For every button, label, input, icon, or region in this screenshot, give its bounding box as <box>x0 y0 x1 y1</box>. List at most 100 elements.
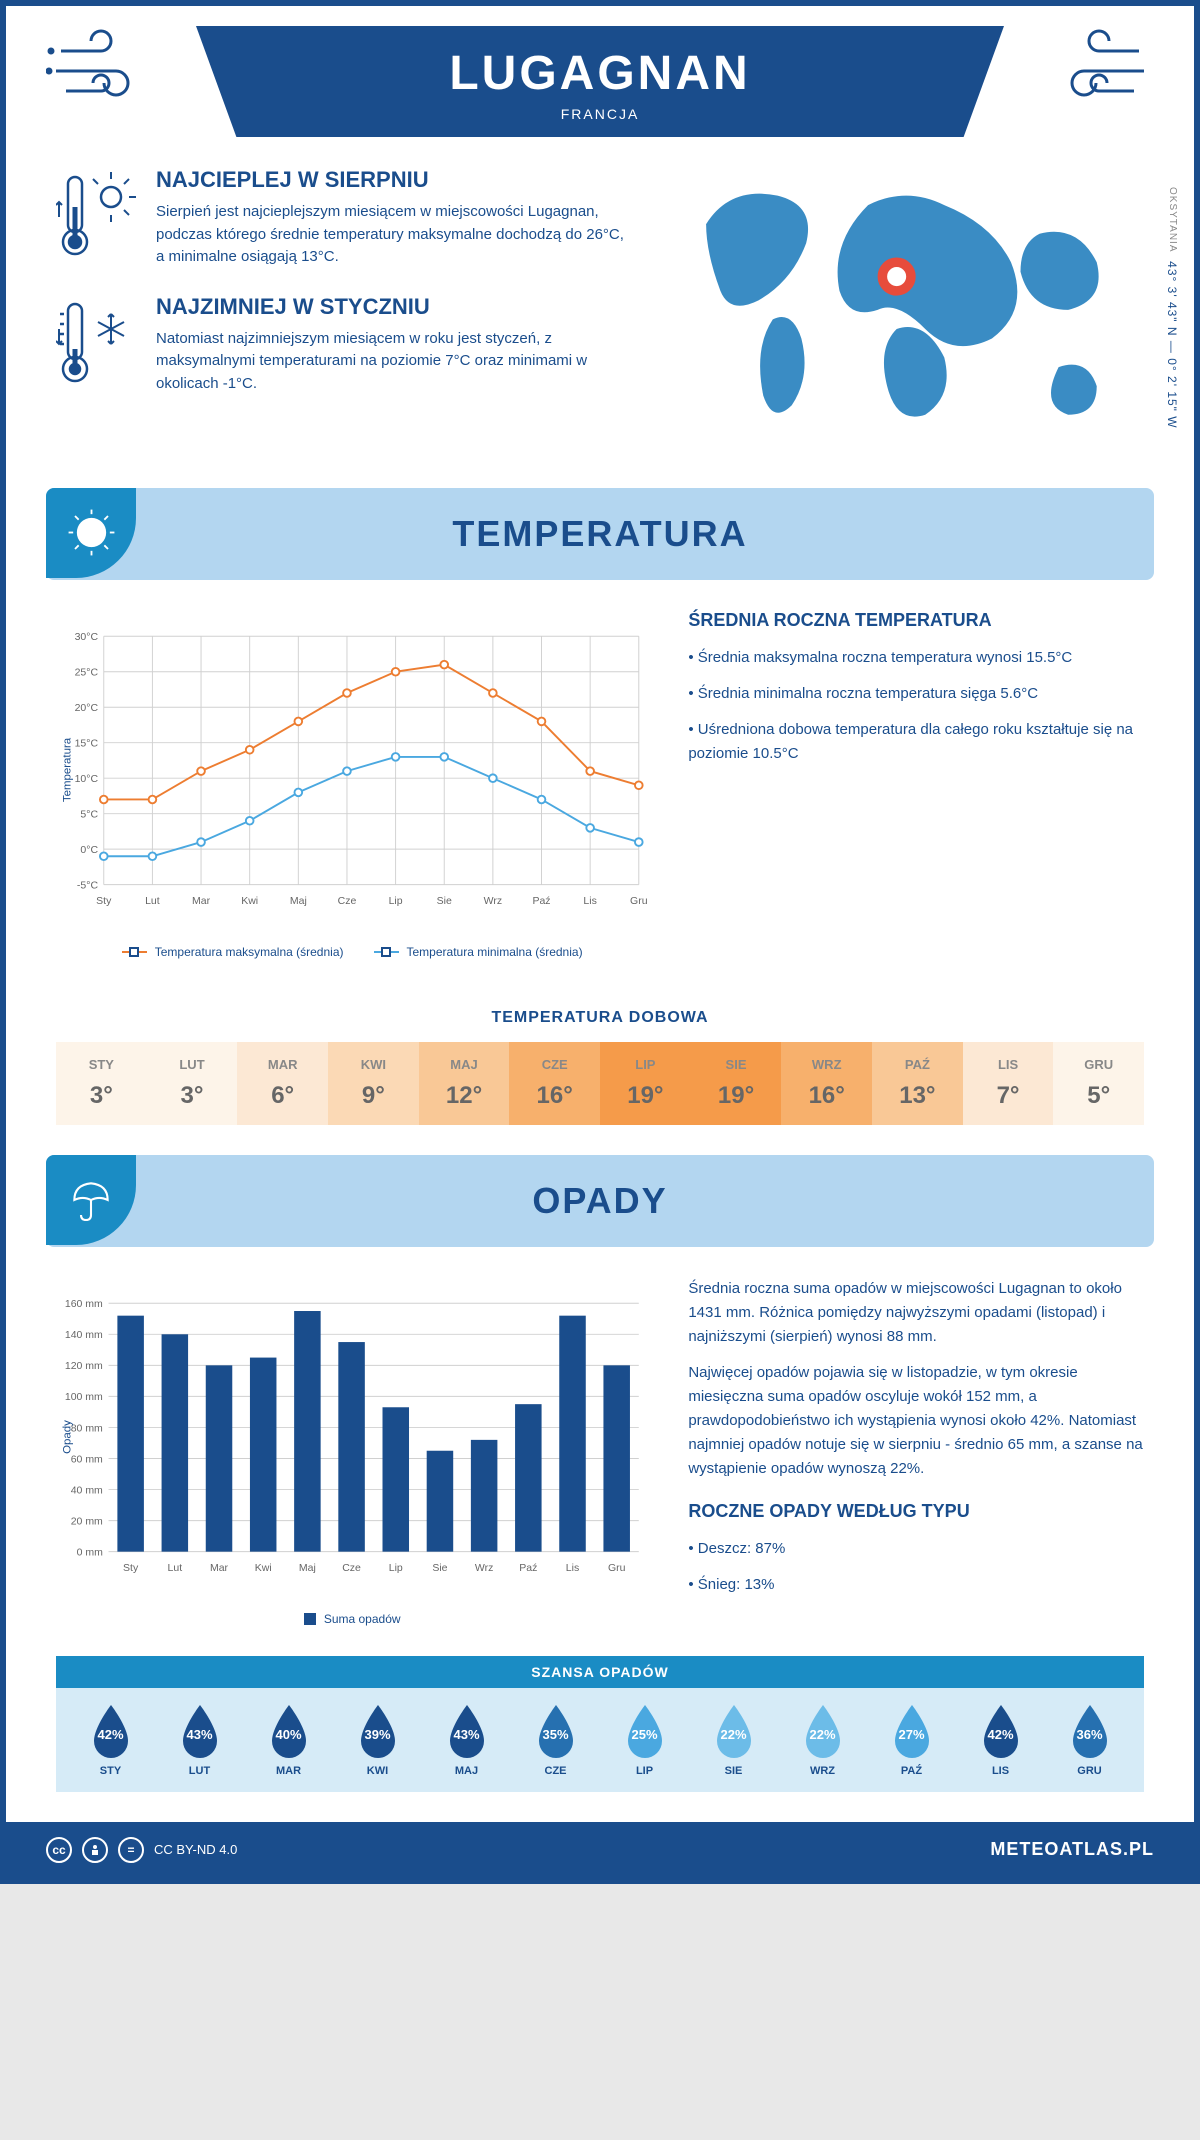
svg-text:Sie: Sie <box>432 1562 447 1574</box>
coordinates: OKSYTANIA 43° 3' 43" N — 0° 2' 15" W <box>1165 187 1179 429</box>
chance-drop: 42%LIS <box>956 1703 1045 1777</box>
temperature-title: TEMPERATURA <box>76 513 1124 555</box>
svg-text:Paź: Paź <box>519 1562 537 1574</box>
svg-text:Lut: Lut <box>145 895 160 907</box>
wind-icon-left <box>46 26 166 116</box>
daily-cell: CZE16° <box>509 1042 600 1125</box>
svg-text:Lip: Lip <box>389 895 403 907</box>
daily-cell: LIS7° <box>963 1042 1054 1125</box>
svg-text:30°C: 30°C <box>75 631 99 643</box>
svg-text:Lut: Lut <box>168 1562 183 1574</box>
chance-drop: 39%KWI <box>333 1703 422 1777</box>
chance-drop: 22%SIE <box>689 1703 778 1777</box>
svg-text:25°C: 25°C <box>75 666 99 678</box>
fact-warm-title: NAJCIEPLEJ W SIERPNIU <box>156 167 628 193</box>
daily-cell: GRU5° <box>1053 1042 1144 1125</box>
svg-text:Kwi: Kwi <box>255 1562 272 1574</box>
svg-text:Mar: Mar <box>210 1562 229 1574</box>
svg-text:Gru: Gru <box>608 1562 626 1574</box>
wind-icon-right <box>1034 26 1154 116</box>
daily-cell: PAŹ13° <box>872 1042 963 1125</box>
fact-cold-text: Natomiast najzimniejszym miesiącem w rok… <box>156 328 628 396</box>
temperature-line-chart: -5°C0°C5°C10°C15°C20°C25°C30°CStyLutMarK… <box>56 610 648 930</box>
daily-temp-title: TEMPERATURA DOBOWA <box>6 1009 1194 1027</box>
svg-text:Temperatura: Temperatura <box>61 737 73 802</box>
precipitation-body: 0 mm 20 mm 40 mm 60 mm 80 mm 100 mm 120 mm 140 … <box>6 1247 1194 1646</box>
svg-text:80 mm: 80 mm <box>71 1422 103 1434</box>
daily-cell: WRZ16° <box>781 1042 872 1125</box>
precipitation-chance-box: SZANSA OPADÓW 42%STY 43%LUT 40%MAR 39%KW… <box>56 1656 1144 1792</box>
svg-text:120 mm: 120 mm <box>65 1360 103 1372</box>
daily-temperature-grid: STY3° LUT3° MAR6° KWI9° MAJ12° CZE16° LI… <box>56 1042 1144 1125</box>
svg-text:140 mm: 140 mm <box>65 1329 103 1341</box>
chance-drop: 40%MAR <box>244 1703 333 1777</box>
svg-text:0 mm: 0 mm <box>77 1546 104 1558</box>
country-name: FRANCJA <box>226 106 974 122</box>
footer: cc = CC BY-ND 4.0 METEOATLAS.PL <box>6 1822 1194 1878</box>
precipitation-bar-chart: 0 mm 20 mm 40 mm 60 mm 80 mm 100 mm 120 mm 140 … <box>56 1277 648 1597</box>
daily-cell: MAJ12° <box>419 1042 510 1125</box>
fact-coldest: NAJZIMNIEJ W STYCZNIU Natomiast najzimni… <box>56 294 628 396</box>
precipitation-legend: Suma opadów <box>56 1612 648 1626</box>
svg-text:Cze: Cze <box>338 895 357 907</box>
svg-text:Sie: Sie <box>437 895 452 907</box>
temperature-section-header: TEMPERATURA <box>46 488 1154 580</box>
chance-drop: 35%CZE <box>511 1703 600 1777</box>
daily-cell: KWI9° <box>328 1042 419 1125</box>
svg-text:Sty: Sty <box>96 895 112 907</box>
precipitation-section-header: OPADY <box>46 1155 1154 1247</box>
svg-text:Cze: Cze <box>342 1562 361 1574</box>
site-name: METEOATLAS.PL <box>990 1839 1154 1860</box>
chance-title: SZANSA OPADÓW <box>56 1656 1144 1688</box>
daily-cell: LIP19° <box>600 1042 691 1125</box>
chance-drop: 42%STY <box>66 1703 155 1777</box>
temperature-legend: .legend-swatch::after{border-color:inher… <box>56 945 648 959</box>
fact-warm-text: Sierpień jest najcieplejszym miesiącem w… <box>156 201 628 269</box>
svg-text:5°C: 5°C <box>80 808 98 820</box>
precipitation-title: OPADY <box>76 1180 1124 1222</box>
sun-icon <box>46 488 136 578</box>
svg-text:Kwi: Kwi <box>241 895 258 907</box>
facts-column: NAJCIEPLEJ W SIERPNIU Sierpień jest najc… <box>56 167 628 458</box>
infographic-page: LUGAGNAN FRANCJA <box>0 0 1200 1884</box>
map-column: OKSYTANIA 43° 3' 43" N — 0° 2' 15" W <box>668 167 1144 458</box>
chance-drop: 43%MAJ <box>422 1703 511 1777</box>
license-info: cc = CC BY-ND 4.0 <box>46 1837 237 1863</box>
svg-text:15°C: 15°C <box>75 737 99 749</box>
precipitation-stats: Średnia roczna suma opadów w miejscowośc… <box>688 1277 1144 1626</box>
svg-text:60 mm: 60 mm <box>71 1453 103 1465</box>
city-name: LUGAGNAN <box>226 46 974 101</box>
chance-drop: 43%LUT <box>155 1703 244 1777</box>
svg-text:Lis: Lis <box>583 895 596 907</box>
svg-text:Opady: Opady <box>61 1420 73 1454</box>
svg-text:Gru: Gru <box>630 895 648 907</box>
svg-text:0°C: 0°C <box>80 844 98 856</box>
thermometer-snow-icon <box>56 294 136 394</box>
svg-text:Maj: Maj <box>299 1562 316 1574</box>
chance-drop: 27%PAŹ <box>867 1703 956 1777</box>
svg-text:20 mm: 20 mm <box>71 1515 103 1527</box>
umbrella-icon <box>46 1155 136 1245</box>
header: LUGAGNAN FRANCJA <box>6 6 1194 137</box>
chance-drop: 22%WRZ <box>778 1703 867 1777</box>
temperature-body: -5°C0°C5°C10°C15°C20°C25°C30°CStyLutMarK… <box>6 580 1194 989</box>
daily-cell: LUT3° <box>147 1042 238 1125</box>
svg-text:100 mm: 100 mm <box>65 1391 103 1403</box>
thermometer-sun-icon <box>56 167 136 267</box>
svg-text:Mar: Mar <box>192 895 211 907</box>
chance-drop: 36%GRU <box>1045 1703 1134 1777</box>
daily-cell: MAR6° <box>237 1042 328 1125</box>
svg-text:Lis: Lis <box>566 1562 579 1574</box>
svg-text:Wrz: Wrz <box>484 895 502 907</box>
intro-section: NAJCIEPLEJ W SIERPNIU Sierpień jest najc… <box>6 137 1194 488</box>
svg-text:10°C: 10°C <box>75 773 99 785</box>
temperature-stats: ŚREDNIA ROCZNA TEMPERATURA • Średnia mak… <box>688 610 1144 959</box>
fact-cold-title: NAJZIMNIEJ W STYCZNIU <box>156 294 628 320</box>
svg-text:40 mm: 40 mm <box>71 1484 103 1496</box>
world-map-icon <box>668 167 1144 453</box>
daily-cell: SIE19° <box>691 1042 782 1125</box>
cc-icon: cc <box>46 1837 72 1863</box>
svg-text:160 mm: 160 mm <box>65 1298 103 1310</box>
daily-cell: STY3° <box>56 1042 147 1125</box>
chance-drop: 25%LIP <box>600 1703 689 1777</box>
